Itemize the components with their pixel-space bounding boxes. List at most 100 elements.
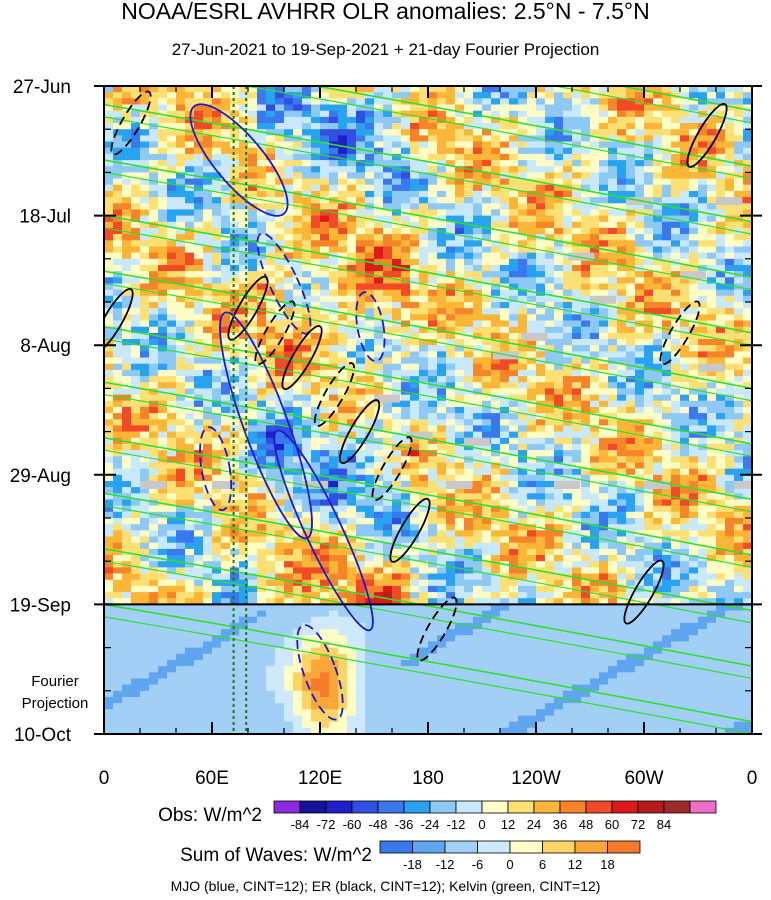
obs-level-label: 36 <box>553 817 567 832</box>
kelvin-contour <box>104 560 752 680</box>
obs-color-box <box>403 800 431 814</box>
missing-data-patch <box>521 332 548 341</box>
waves-color-box <box>607 840 641 854</box>
waves-colorbar: -18 -12 -6 0 6 12 18 Sum of Waves: W/m^2 <box>180 840 641 870</box>
hovmoller-chart: 27-Jun 18-Jul 8-Aug 29-Aug 19-Sep 10-Oct 0 60E 1… <box>10 77 762 870</box>
obs-color-box <box>637 800 665 814</box>
x-tick-label: 0 <box>99 768 110 789</box>
projection-label-line1: Fourier <box>31 673 79 690</box>
y-tick-label: 18-Jul <box>19 207 71 228</box>
projection-label-line2: Projection <box>22 695 89 712</box>
missing-data-patch <box>644 480 670 489</box>
axes: 27-Jun 18-Jul 8-Aug 29-Aug 19-Sep 10-Oct 0 60E 1… <box>10 77 762 789</box>
kelvin-contour <box>104 338 752 457</box>
mjo-contour <box>189 103 289 217</box>
y-tick-label: 19-Sep <box>10 595 71 616</box>
er-contour <box>104 288 134 353</box>
kelvin-contour <box>242 86 752 180</box>
wave-contours <box>104 86 752 734</box>
kelvin-contour <box>104 492 752 612</box>
missing-data-patch <box>680 271 706 280</box>
obs-level-label: 60 <box>605 817 619 832</box>
waves-colorbar-label: Sum of Waves: W/m^2 <box>180 845 372 866</box>
obs-level-label: 12 <box>501 817 515 832</box>
chart-subtitle: 27-Jun-2021 to 19-Sep-2021 + 21-day Four… <box>171 40 600 59</box>
mjo-contour <box>199 426 233 511</box>
obs-color-box <box>559 800 587 814</box>
er-contour <box>339 399 381 465</box>
missing-data-patch <box>140 480 166 489</box>
obs-color-box <box>351 800 379 814</box>
obs-level-label: 72 <box>631 817 645 832</box>
kelvin-contour <box>104 436 752 556</box>
er-contour <box>416 596 458 662</box>
obs-colorbar-label: Obs: W/m^2 <box>158 805 262 826</box>
obs-level-label: -36 <box>395 817 414 832</box>
obs-color-box <box>377 800 405 814</box>
kelvin-contour <box>104 449 752 568</box>
obs-level-label: -60 <box>343 817 362 832</box>
obs-color-box <box>481 800 509 814</box>
obs-level-label: 0 <box>478 817 485 832</box>
kelvin-contour <box>104 116 752 235</box>
kelvin-contour <box>104 270 752 390</box>
obs-color-box <box>325 800 353 814</box>
missing-data-patch <box>464 437 490 446</box>
y-tick-label: 27-Jun <box>13 77 71 98</box>
missing-data-patch <box>590 295 616 304</box>
obs-level-label: -24 <box>421 817 440 832</box>
obs-level-label: 24 <box>527 817 541 832</box>
er-contour <box>686 102 728 168</box>
waves-level-label: 12 <box>568 857 582 870</box>
obs-color-box <box>507 800 535 814</box>
missing-data-patch <box>446 480 472 489</box>
er-contour <box>227 275 269 341</box>
obs-level-label: -84 <box>291 817 310 832</box>
waves-color-box <box>574 840 608 854</box>
er-contour <box>371 436 413 502</box>
er-contour <box>254 300 296 366</box>
waves-color-box <box>542 840 576 854</box>
obs-color-box <box>533 800 561 814</box>
obs-color-box <box>663 800 691 814</box>
er-contour <box>659 300 701 366</box>
waves-color-box <box>412 840 446 854</box>
kelvin-contour <box>104 227 752 346</box>
x-tick-label: 120W <box>511 768 561 789</box>
kelvin-contour <box>104 282 752 402</box>
kelvin-contour <box>616 86 752 112</box>
olr-anomaly-field <box>104 86 752 734</box>
missing-data-patch <box>406 431 433 440</box>
kelvin-contour <box>104 159 752 279</box>
missing-data-patch <box>302 480 328 489</box>
waves-level-label: 0 <box>506 857 513 870</box>
er-contour <box>110 90 152 156</box>
missing-data-patch <box>492 351 519 360</box>
mjo-contour <box>273 429 374 632</box>
kelvin-contour <box>311 86 752 168</box>
missing-data-patch <box>554 480 580 489</box>
obs-color-box <box>299 800 327 814</box>
y-tick-label: 10-Oct <box>14 725 72 746</box>
obs-level-label: -48 <box>369 817 388 832</box>
waves-level-label: -6 <box>472 857 484 870</box>
waves-level-label: -18 <box>403 857 422 870</box>
er-contour <box>623 559 665 625</box>
kelvin-contour <box>104 381 752 501</box>
waves-color-box <box>379 840 413 854</box>
missing-data-patch <box>212 480 238 489</box>
obs-colorbar: -84 -72 -60 -48 -36 -24 -12 0 12 24 36 48 60 72 84 Obs:… <box>158 800 717 832</box>
missing-data-patch <box>698 363 724 372</box>
obs-color-box <box>429 800 457 814</box>
x-tick-label: 60W <box>624 768 663 789</box>
kelvin-contour <box>104 616 752 734</box>
kelvin-contour <box>104 325 752 445</box>
obs-level-label: 48 <box>579 817 593 832</box>
waves-color-box <box>477 840 511 854</box>
obs-color-box <box>689 800 717 814</box>
waves-level-label: -12 <box>436 857 455 870</box>
obs-color-box <box>611 800 639 814</box>
obs-level-label: -72 <box>317 817 336 832</box>
kelvin-contour <box>551 86 752 124</box>
waves-color-box <box>444 840 478 854</box>
